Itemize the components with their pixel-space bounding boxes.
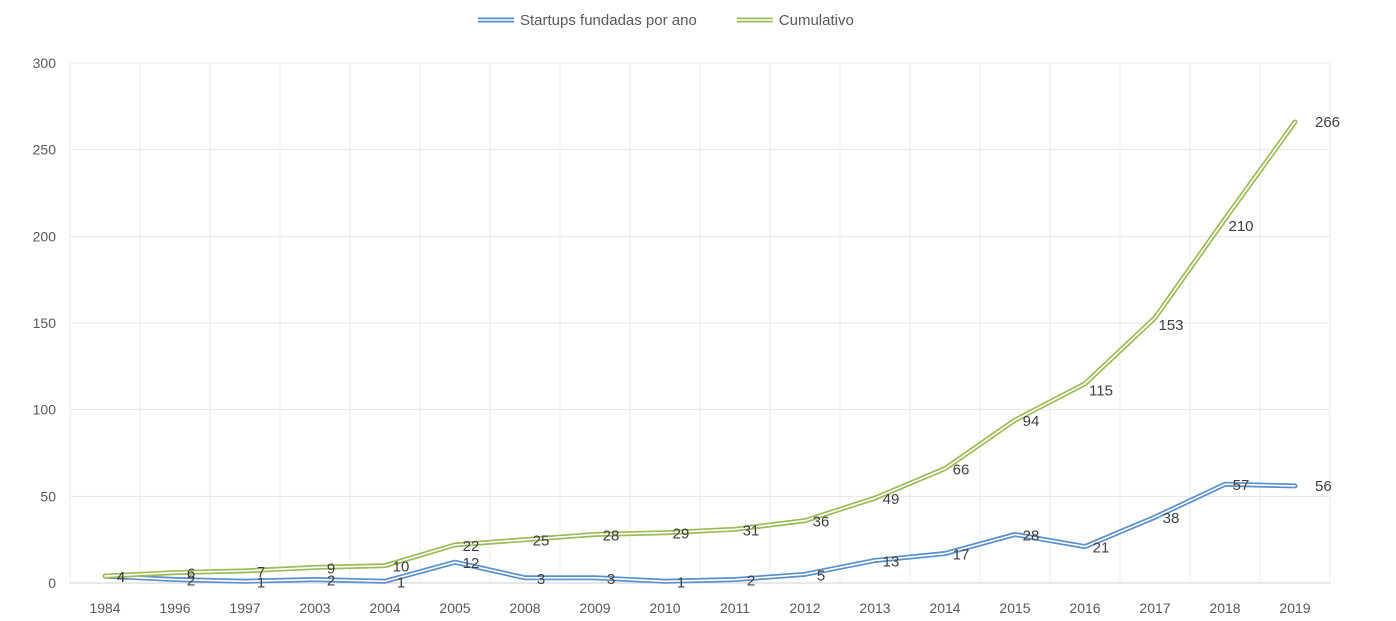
startups-data-label: 28 (1023, 527, 1040, 544)
x-tick-label: 2005 (439, 600, 470, 616)
series-line-inner (104, 483, 1296, 583)
y-tick-label: 200 (33, 228, 57, 244)
x-tick-label: 2009 (579, 600, 610, 616)
startups-data-label: 1 (677, 574, 685, 591)
y-tick-label: 250 (33, 142, 57, 158)
x-tick-label: 2014 (929, 600, 960, 616)
cumulative-data-label: 7 (257, 564, 265, 581)
cumulative-data-label: 66 (953, 462, 970, 479)
y-tick-label: 50 (40, 488, 56, 504)
x-tick-label: 2003 (299, 600, 330, 616)
startups-data-label: 4 (117, 569, 125, 586)
legend-item-startups-per-year: Startups fundadas por ano (478, 12, 697, 29)
startups-data-label: 3 (537, 571, 545, 588)
cumulative-data-label: 4 (117, 569, 125, 586)
x-tick-label: 2016 (1069, 600, 1100, 616)
legend-label: Startups fundadas por ano (520, 12, 697, 29)
cumulative-data-label: 29 (673, 526, 690, 543)
startups-data-label: 1 (257, 574, 265, 591)
cumulative-data-label: 6 (187, 566, 195, 583)
startups-data-label: 3 (607, 571, 615, 588)
cumulative-data-label: 266 (1315, 114, 1340, 131)
x-tick-label: 2004 (369, 600, 400, 616)
cumulative-data-label: 36 (813, 514, 830, 531)
startups-data-label: 5 (817, 567, 825, 584)
x-tick-label: 2018 (1209, 600, 1240, 616)
x-tick-label: 1996 (159, 600, 190, 616)
x-tick-label: 2017 (1139, 600, 1170, 616)
x-tick-label: 2010 (649, 600, 680, 616)
cumulative-data-label: 10 (393, 559, 410, 576)
startups-data-label: 57 (1233, 477, 1250, 494)
x-tick-label: 2012 (789, 600, 820, 616)
startups-data-label: 17 (953, 547, 970, 564)
series-lines (102, 119, 1298, 584)
x-tick-label: 2011 (720, 600, 750, 616)
y-tick-label: 300 (33, 55, 57, 71)
startups-data-label: 1 (397, 574, 405, 591)
grid-lines (69, 62, 1331, 584)
y-tick-label: 150 (33, 315, 57, 331)
cumulative-data-label: 25 (533, 533, 550, 550)
startups-data-label: 12 (463, 555, 480, 572)
legend: Startups fundadas por ano Cumulativo (478, 12, 854, 29)
cumulative-data-label: 9 (327, 560, 335, 577)
cumulative-data-label: 49 (883, 491, 900, 508)
axes: 0 50 100 150 200 250 300 1984 1996 1997 2003 2004 20… (33, 55, 1330, 616)
startups-data-label: 13 (883, 553, 900, 570)
x-tick-label: 1984 (89, 600, 120, 616)
y-tick-label: 0 (48, 575, 56, 591)
cumulative-data-label: 31 (743, 522, 760, 539)
x-tick-label: 2008 (509, 600, 540, 616)
startups-data-label: 21 (1093, 540, 1110, 557)
startups-data-label: 56 (1315, 478, 1332, 495)
cumulative-data-label: 153 (1158, 317, 1183, 334)
x-tick-label: 2015 (999, 600, 1030, 616)
x-tick-label: 1997 (229, 600, 260, 616)
startups-data-label: 2 (747, 573, 755, 590)
series-line-inner (104, 121, 1296, 577)
cumulative-data-label: 22 (463, 538, 480, 555)
x-tick-label: 2019 (1279, 600, 1310, 616)
cumulative-data-label: 115 (1089, 383, 1113, 400)
startups-data-label: 38 (1163, 510, 1180, 527)
y-tick-label: 100 (33, 402, 57, 418)
cumulative-data-label: 210 (1228, 218, 1253, 235)
legend-item-cumulative: Cumulativo (736, 12, 854, 29)
startups-data-label: 2 (327, 573, 335, 590)
legend-label: Cumulativo (779, 12, 854, 29)
x-tick-label: 2013 (859, 600, 890, 616)
cumulative-data-label: 94 (1023, 413, 1040, 430)
cumulative-data-label: 28 (603, 527, 620, 544)
startups-data-label: 2 (187, 573, 195, 590)
